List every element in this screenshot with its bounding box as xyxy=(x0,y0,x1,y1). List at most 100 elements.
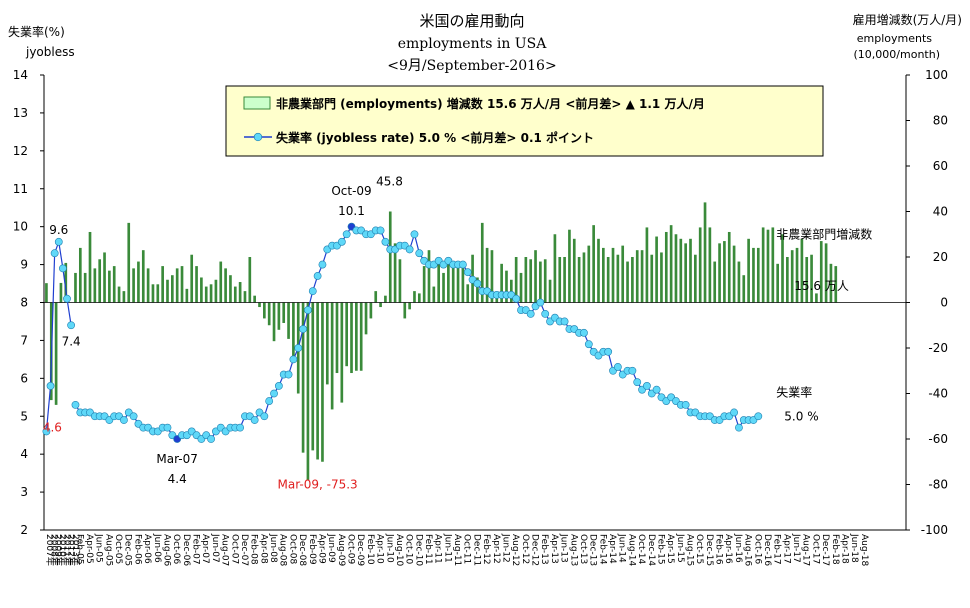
y-right-tick-label: 80 xyxy=(933,114,948,128)
bar-monthly xyxy=(282,302,286,323)
bar-monthly xyxy=(398,259,402,303)
y-left-tick-label: 8 xyxy=(20,296,28,310)
bar-monthly xyxy=(684,243,687,303)
annotation: 7.4 xyxy=(62,334,81,348)
marker-monthly xyxy=(236,423,245,432)
bar-monthly xyxy=(427,250,431,303)
bar-monthly xyxy=(732,245,736,303)
marker-monthly xyxy=(342,230,351,239)
bar-monthly xyxy=(519,272,523,303)
marker-monthly xyxy=(318,260,327,269)
x-month-label: Feb-05 xyxy=(74,534,84,565)
marker-monthly xyxy=(270,389,278,398)
bar-monthly xyxy=(78,247,82,303)
x-month-label: Jun-05 xyxy=(94,533,104,563)
bar-monthly xyxy=(631,257,634,303)
bar-monthly xyxy=(393,243,397,303)
marker-monthly xyxy=(294,344,303,352)
x-month-label: Apr-05 xyxy=(84,534,94,564)
marker-annual xyxy=(54,237,63,246)
chart-title: 米国の雇用動向 xyxy=(419,12,524,30)
bar-monthly xyxy=(166,279,169,303)
y-left-tick-label: 13 xyxy=(13,106,28,120)
bar-monthly xyxy=(529,259,533,303)
bar-monthly xyxy=(485,247,489,303)
x-month-label: Feb-07 xyxy=(191,534,201,565)
chart-period: <9月/September-2016> xyxy=(387,58,556,74)
x-month-label: Feb-17 xyxy=(772,534,782,565)
bar-monthly xyxy=(88,231,92,303)
marker-monthly xyxy=(458,260,467,269)
bar-monthly xyxy=(321,302,324,462)
bar-monthly xyxy=(761,227,765,303)
x-month-label: Oct-07 xyxy=(229,534,239,564)
x-month-label: Dec-13 xyxy=(588,534,598,566)
bar-monthly xyxy=(524,257,528,303)
marker-monthly xyxy=(265,397,274,405)
bar-monthly xyxy=(650,254,654,303)
annotation: 非農業部門増減数 xyxy=(776,226,872,241)
x-month-label: Aug-10 xyxy=(394,534,404,567)
bar-monthly xyxy=(781,234,784,303)
bar-monthly xyxy=(74,272,77,303)
marker-monthly xyxy=(308,287,317,296)
marker-monthly xyxy=(580,328,588,337)
bar-monthly xyxy=(727,231,731,303)
x-month-label: Aug-11 xyxy=(452,534,462,566)
bar-monthly xyxy=(374,291,378,303)
chart-subtitle: employments in USA xyxy=(398,36,548,52)
x-month-label: Dec-07 xyxy=(239,534,249,566)
bar-monthly xyxy=(190,254,194,303)
bar-monthly xyxy=(616,254,620,303)
x-month-label: Feb-15 xyxy=(655,534,665,565)
bar-monthly xyxy=(170,275,174,303)
x-month-label: Apr-17 xyxy=(781,534,791,564)
x-annual-label: 2013年 xyxy=(70,534,82,566)
bar-monthly xyxy=(287,302,290,339)
marker-monthly xyxy=(129,412,138,421)
x-month-label: Jun-09 xyxy=(326,533,336,563)
x-month-label: Feb-16 xyxy=(714,534,724,565)
bar-monthly xyxy=(161,266,164,303)
marker-monthly xyxy=(652,385,661,394)
marker-monthly xyxy=(376,226,385,235)
marker-monthly xyxy=(250,416,259,424)
x-annual-label: 2008年 xyxy=(48,534,60,566)
marker-monthly xyxy=(207,435,215,443)
legend-bar-swatch xyxy=(243,96,271,110)
bar-monthly xyxy=(752,247,755,303)
marker-annual xyxy=(42,427,51,436)
bar-monthly xyxy=(694,254,697,303)
bar-monthly xyxy=(301,302,305,453)
bar-monthly xyxy=(756,247,760,303)
bar-monthly xyxy=(456,263,460,303)
y-left-tick-label: 7 xyxy=(20,333,28,347)
x-month-label: Jun-16 xyxy=(733,533,743,563)
marker-monthly xyxy=(415,249,424,258)
bar-monthly xyxy=(592,225,595,303)
x-month-label: Apr-07 xyxy=(200,534,210,564)
x-month-label: Oct-16 xyxy=(752,534,762,565)
marker-annual xyxy=(67,321,76,330)
bar-monthly xyxy=(621,245,625,303)
bar-monthly xyxy=(98,259,102,303)
annotation: 失業率 xyxy=(776,384,812,399)
bar-monthly xyxy=(819,241,823,303)
bar-monthly xyxy=(311,302,315,451)
bar-monthly xyxy=(635,250,639,303)
x-month-label: Jun-13 xyxy=(559,533,569,563)
x-month-label: Dec-10 xyxy=(413,534,423,566)
bar-monthly xyxy=(369,302,373,319)
bar-monthly xyxy=(156,284,160,303)
y-right-label-ja: 雇用増減数(万人/月) xyxy=(853,12,962,27)
x-month-label: Feb-14 xyxy=(597,534,607,565)
x-month-label: Apr-12 xyxy=(491,534,501,564)
y-left-tick-label: 11 xyxy=(13,182,28,196)
bar-monthly xyxy=(224,268,227,303)
x-month-label: Feb-09 xyxy=(307,534,317,565)
x-month-label: Apr-10 xyxy=(375,534,385,564)
bar-monthly xyxy=(810,254,813,303)
bar-monthly xyxy=(388,211,392,303)
x-month-label: Apr-18 xyxy=(839,534,849,564)
marker-monthly xyxy=(463,268,472,277)
